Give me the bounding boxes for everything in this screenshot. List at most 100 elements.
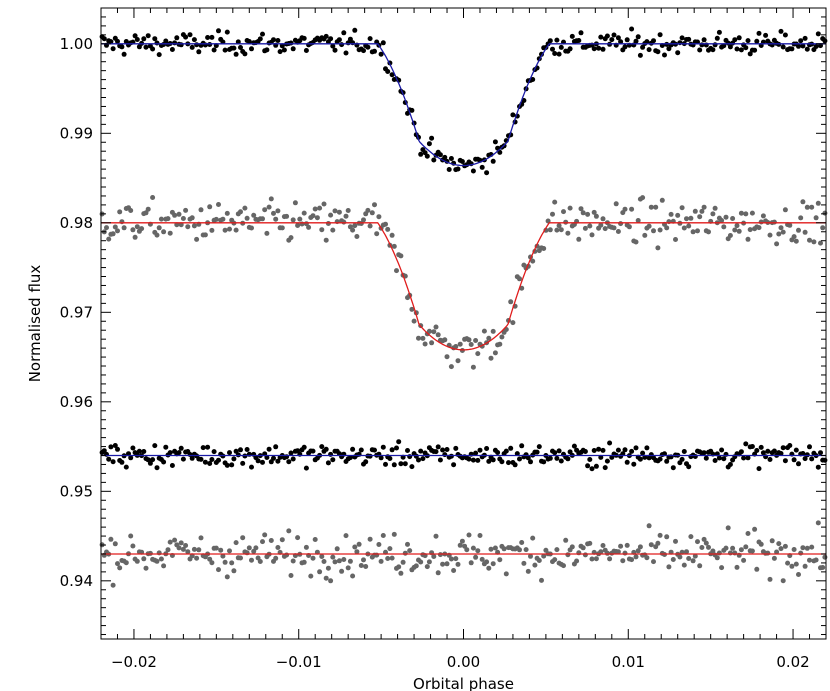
data-point xyxy=(389,72,395,78)
data-point xyxy=(690,229,696,235)
data-point xyxy=(154,465,160,471)
data-point xyxy=(224,574,230,580)
data-point xyxy=(154,40,160,46)
y-tick-label: 1.00 xyxy=(60,35,93,53)
data-point xyxy=(303,48,309,53)
data-point xyxy=(330,554,336,560)
data-point xyxy=(444,561,450,567)
data-point xyxy=(741,455,747,461)
data-point xyxy=(576,38,582,43)
data-point xyxy=(565,456,571,462)
data-point xyxy=(130,445,136,451)
data-point xyxy=(130,543,136,549)
data-point xyxy=(185,224,191,230)
data-point xyxy=(635,548,641,554)
data-point xyxy=(508,299,514,305)
data-point xyxy=(600,46,606,52)
data-point xyxy=(547,38,553,44)
data-point xyxy=(618,39,624,45)
data-point xyxy=(512,462,518,468)
data-point xyxy=(503,571,509,577)
data-point xyxy=(325,565,331,571)
data-point xyxy=(325,221,331,226)
data-point xyxy=(455,561,461,567)
data-point xyxy=(345,565,351,571)
data-point xyxy=(354,549,360,555)
data-point xyxy=(358,563,364,568)
data-point xyxy=(275,38,281,43)
data-point xyxy=(389,232,395,238)
data-point xyxy=(260,216,265,222)
data-point xyxy=(222,227,228,233)
data-point xyxy=(780,229,786,235)
data-point xyxy=(297,216,303,222)
data-point xyxy=(183,207,189,213)
data-point xyxy=(398,253,404,259)
data-point xyxy=(473,554,479,560)
data-point xyxy=(350,227,356,233)
data-point xyxy=(132,234,138,240)
data-point xyxy=(416,335,421,341)
data-point xyxy=(158,556,164,562)
data-point xyxy=(793,447,799,453)
data-point xyxy=(310,448,316,454)
data-point xyxy=(112,224,118,230)
data-point xyxy=(800,43,806,49)
data-point xyxy=(224,29,230,35)
data-point xyxy=(246,545,252,551)
data-point xyxy=(809,204,815,210)
data-point xyxy=(574,558,580,564)
data-point xyxy=(528,459,533,465)
data-point xyxy=(202,232,208,238)
data-point xyxy=(358,447,364,453)
data-point xyxy=(668,211,674,217)
data-point xyxy=(207,461,213,466)
data-point xyxy=(413,563,419,569)
data-point xyxy=(352,223,358,229)
data-point xyxy=(637,52,643,58)
data-point xyxy=(459,159,465,164)
data-point xyxy=(767,457,773,462)
data-point xyxy=(686,223,692,229)
data-point xyxy=(798,38,804,44)
data-point xyxy=(633,554,639,560)
data-point xyxy=(132,33,138,39)
data-point xyxy=(279,537,285,543)
data-point xyxy=(273,555,279,561)
data-point xyxy=(227,226,232,232)
data-point xyxy=(455,358,461,364)
data-point xyxy=(418,559,424,565)
data-point xyxy=(580,210,586,216)
data-point xyxy=(150,195,156,200)
data-point xyxy=(488,355,494,361)
data-point xyxy=(587,457,593,462)
data-point xyxy=(624,542,630,548)
data-point xyxy=(477,533,483,538)
data-point xyxy=(141,556,147,562)
data-point xyxy=(442,337,448,343)
data-point xyxy=(389,447,395,453)
data-point xyxy=(710,47,716,53)
data-point xyxy=(666,564,672,570)
data-point xyxy=(554,455,560,461)
data-point xyxy=(323,575,329,581)
data-point xyxy=(571,443,577,449)
data-point xyxy=(345,208,351,213)
data-point xyxy=(550,46,555,52)
data-point xyxy=(143,210,149,216)
data-point xyxy=(655,49,661,55)
data-point xyxy=(576,236,582,242)
data-point xyxy=(517,547,522,553)
data-point xyxy=(484,446,490,451)
data-point xyxy=(115,38,120,44)
data-point xyxy=(161,459,167,465)
data-point xyxy=(721,456,727,462)
data-point xyxy=(209,560,215,566)
data-point xyxy=(271,37,276,43)
data-point xyxy=(222,47,228,53)
data-point xyxy=(793,238,799,244)
data-point xyxy=(492,139,498,145)
y-tick-label: 0.98 xyxy=(60,214,93,232)
data-point xyxy=(789,563,795,569)
data-point xyxy=(426,559,432,565)
